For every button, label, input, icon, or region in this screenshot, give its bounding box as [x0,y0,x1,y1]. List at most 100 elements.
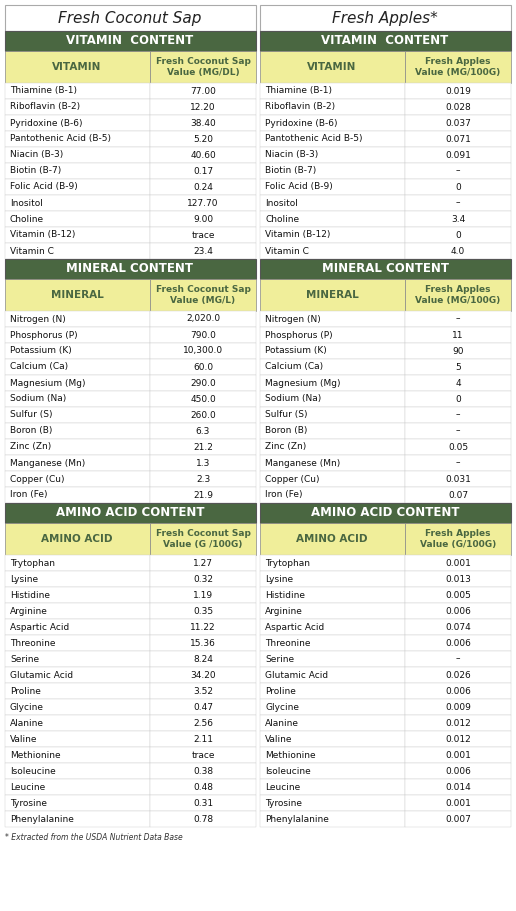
Text: Potassium (K): Potassium (K) [10,346,72,355]
Text: Phenylalanine: Phenylalanine [10,814,74,824]
Bar [260,779,405,795]
Text: 2.56: 2.56 [193,719,213,728]
Bar [5,811,150,827]
Bar [260,5,511,31]
Text: Fresh Coconut Sap
Value (MG/DL): Fresh Coconut Sap Value (MG/DL) [155,57,250,77]
Bar [150,487,256,503]
Text: 2,020.0: 2,020.0 [186,314,220,323]
Bar [405,523,511,555]
Text: Manganese (Mn): Manganese (Mn) [10,458,85,467]
Text: MINERAL CONTENT: MINERAL CONTENT [67,262,194,275]
Bar [5,747,150,763]
Text: 11: 11 [452,331,464,340]
Bar [405,471,511,487]
Text: Fresh Apples*: Fresh Apples* [332,11,438,26]
Text: VITAMIN  CONTENT: VITAMIN CONTENT [67,35,194,47]
Bar [5,5,256,31]
Text: 0.006: 0.006 [445,766,471,775]
Text: Calcium (Ca): Calcium (Ca) [10,363,68,372]
Text: Glycine: Glycine [10,702,44,711]
Text: Sulfur (S): Sulfur (S) [10,411,53,419]
Bar [5,391,150,407]
Text: Serine: Serine [265,654,294,663]
Bar [405,747,511,763]
Bar [5,423,150,439]
Text: 0.001: 0.001 [445,751,471,760]
Bar [5,439,150,455]
Bar [260,391,405,407]
Bar [405,51,511,83]
Text: Sulfur (S): Sulfur (S) [265,411,308,419]
Text: 1.3: 1.3 [196,458,210,467]
Text: –: – [456,426,460,435]
Text: 0.07: 0.07 [448,490,468,499]
Text: Threonine: Threonine [265,639,311,648]
Text: 0.028: 0.028 [445,103,471,111]
Text: Phosphorus (P): Phosphorus (P) [10,331,77,340]
Bar [150,571,256,587]
Text: Riboflavin (B-2): Riboflavin (B-2) [10,103,80,111]
Bar [405,795,511,811]
Bar [150,555,256,571]
Bar [405,407,511,423]
Bar [260,375,405,391]
Text: 0.091: 0.091 [445,150,471,159]
Bar [150,747,256,763]
Text: Tyrosine: Tyrosine [265,799,302,807]
Text: Fresh Apples
Value (MG/100G): Fresh Apples Value (MG/100G) [415,57,501,77]
Text: Riboflavin (B-2): Riboflavin (B-2) [265,103,335,111]
Bar [150,439,256,455]
Text: Isoleucine: Isoleucine [10,766,56,775]
Text: Valine: Valine [265,734,293,743]
Text: 9.00: 9.00 [193,214,213,223]
Bar [260,571,405,587]
Bar [260,359,405,375]
Bar [405,667,511,683]
Bar [150,455,256,471]
Text: 450.0: 450.0 [190,394,216,404]
Bar [5,795,150,811]
Text: Iron (Fe): Iron (Fe) [10,490,47,499]
Text: 3.4: 3.4 [451,214,465,223]
Text: 10,300.0: 10,300.0 [183,346,223,355]
Bar [260,811,405,827]
Text: Manganese (Mn): Manganese (Mn) [265,458,340,467]
Bar [260,243,405,259]
Bar [5,343,150,359]
Bar [260,439,405,455]
Text: Inositol: Inositol [10,199,43,208]
Text: Histidine: Histidine [265,590,305,599]
Bar [150,51,256,83]
Bar [405,571,511,587]
Bar [405,683,511,699]
Bar [5,523,150,555]
Text: Iron (Fe): Iron (Fe) [265,490,302,499]
Bar [405,375,511,391]
Bar [260,763,405,779]
Bar [260,51,405,83]
Bar [260,259,511,279]
Bar [260,523,405,555]
Text: Calcium (Ca): Calcium (Ca) [265,363,323,372]
Bar [260,715,405,731]
Text: 0.012: 0.012 [445,734,471,743]
Bar [5,715,150,731]
Text: Sodium (Na): Sodium (Na) [10,394,66,404]
Bar [5,587,150,603]
Text: 15.36: 15.36 [190,639,216,648]
Bar [150,99,256,115]
Bar [5,471,150,487]
Text: Alanine: Alanine [10,719,44,728]
Text: 21.2: 21.2 [193,443,213,452]
Text: Pantothenic Acid B-5): Pantothenic Acid B-5) [265,135,363,144]
Text: Nitrogen (N): Nitrogen (N) [265,314,321,323]
Bar [260,683,405,699]
Text: Alanine: Alanine [265,719,299,728]
Bar [260,603,405,619]
Text: Phosphorus (P): Phosphorus (P) [265,331,333,340]
Bar [150,179,256,195]
Bar [260,455,405,471]
Bar [150,523,256,555]
Text: 0.026: 0.026 [445,670,471,680]
Text: –: – [456,167,460,176]
